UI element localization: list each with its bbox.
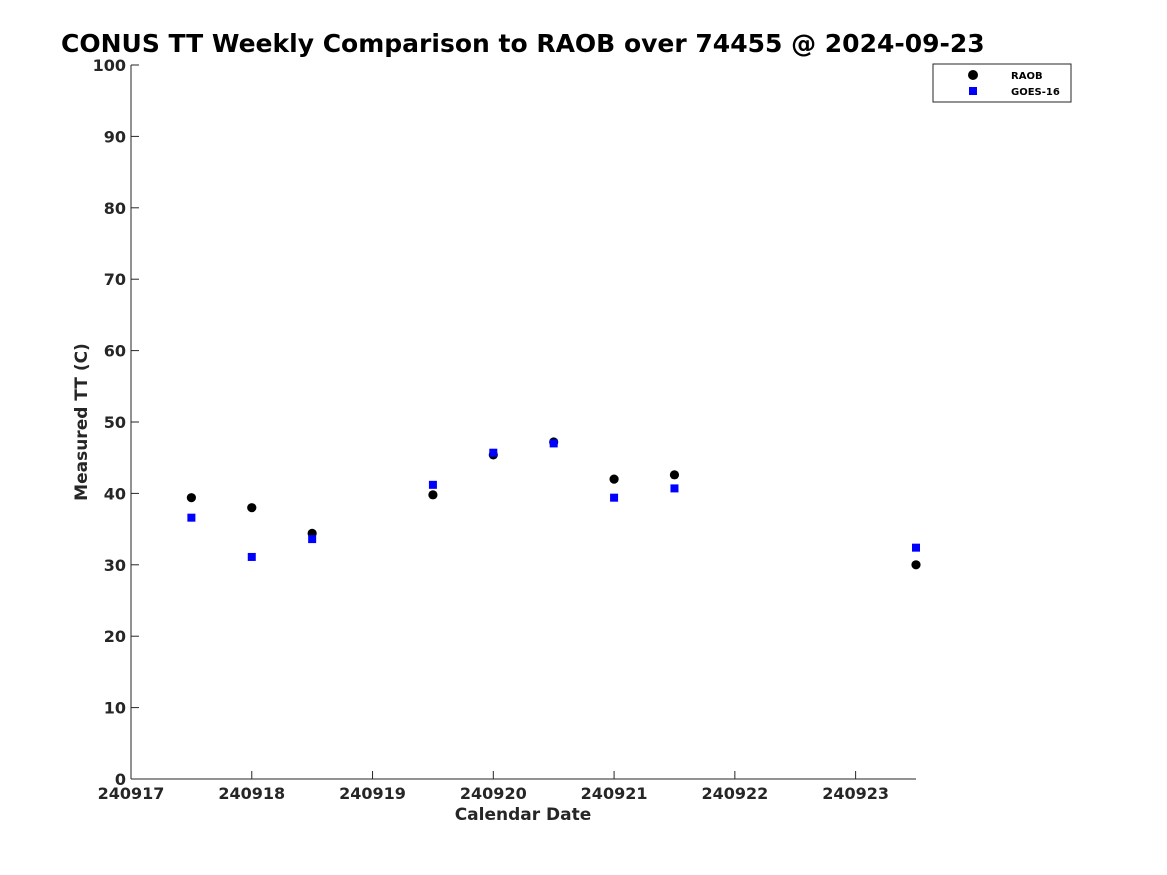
raob-point — [428, 490, 438, 500]
y-tick-label: 100 — [93, 56, 126, 75]
x-axis-label: Calendar Date — [455, 805, 592, 825]
data-marks — [186, 437, 921, 570]
legend: RAOB GOES-16 — [932, 63, 1072, 103]
y-tick-label: 70 — [104, 270, 126, 289]
x-tick-label: 240917 — [98, 784, 165, 803]
raob-point — [911, 560, 921, 570]
chart-title: CONUS TT Weekly Comparison to RAOB over … — [61, 29, 985, 58]
goes-16-point — [308, 535, 317, 544]
y-axis-label: Measured TT (C) — [72, 343, 92, 501]
y-tick-label: 80 — [104, 199, 126, 218]
goes-16-point — [428, 480, 437, 489]
goes-16-point — [549, 439, 558, 448]
legend-marker-raob — [968, 70, 978, 80]
raob-point — [669, 470, 680, 480]
y-tick-label: 10 — [104, 699, 126, 718]
goes-16-point — [489, 448, 498, 457]
y-tick-label: 40 — [104, 484, 126, 503]
legend-label-goes-16: GOES-16 — [1011, 87, 1060, 98]
goes-16-point — [610, 493, 619, 502]
y-tick-label: 60 — [104, 342, 126, 361]
x-tick-label: 240922 — [701, 784, 768, 803]
y-tick-label: 50 — [104, 413, 126, 432]
legend-label-raob: RAOB — [1011, 71, 1043, 82]
goes-16-point — [247, 552, 256, 561]
raob-point — [186, 493, 196, 503]
axes: 0 10 20 30 40 50 60 70 80 90 100 240917 240918 240919… — [93, 56, 916, 803]
y-tick-label: 30 — [104, 556, 126, 575]
x-tick-label: 240918 — [218, 784, 285, 803]
legend-marker-goes-16 — [969, 87, 977, 95]
raob-point — [247, 503, 257, 513]
x-tick-label: 240921 — [581, 784, 648, 803]
goes-16-point — [912, 543, 920, 552]
y-tick-label: 20 — [104, 627, 126, 646]
y-tick-label: 90 — [104, 127, 126, 146]
x-tick-label: 240919 — [339, 784, 406, 803]
legend-box — [932, 63, 1072, 103]
y-tick-label: 0 — [115, 770, 126, 789]
goes-16-point — [187, 513, 196, 522]
x-tick-label: 240923 — [822, 784, 889, 803]
raob-point — [609, 474, 619, 484]
goes-16-point — [670, 484, 679, 493]
x-tick-label: 240920 — [460, 784, 527, 803]
